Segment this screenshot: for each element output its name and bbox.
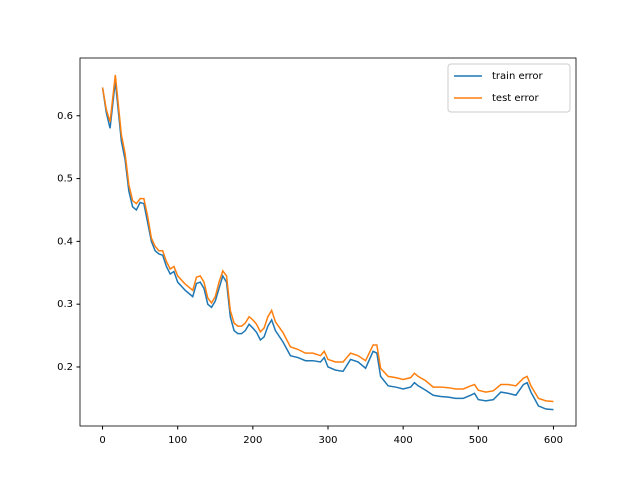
legend-label: test error <box>492 93 539 104</box>
y-tick-label: 0.2 <box>57 362 73 373</box>
line <box>101 74 554 403</box>
x-tick-label: 300 <box>318 435 337 446</box>
y-tick-label: 0.6 <box>57 111 73 122</box>
x-tick-label: 500 <box>469 435 488 446</box>
line <box>101 81 554 411</box>
x-tick-label: 200 <box>243 435 262 446</box>
x-tick-label: 100 <box>168 435 187 446</box>
y-tick-label: 0.4 <box>57 236 73 247</box>
x-tick-label: 600 <box>544 435 563 446</box>
legend-label: train error <box>492 71 544 82</box>
plot-frame <box>79 57 577 427</box>
x-tick-label: 400 <box>394 435 413 446</box>
y-tick-label: 0.3 <box>57 299 73 310</box>
y-tick-label: 0.5 <box>57 174 73 185</box>
x-tick-label: 0 <box>99 435 105 446</box>
